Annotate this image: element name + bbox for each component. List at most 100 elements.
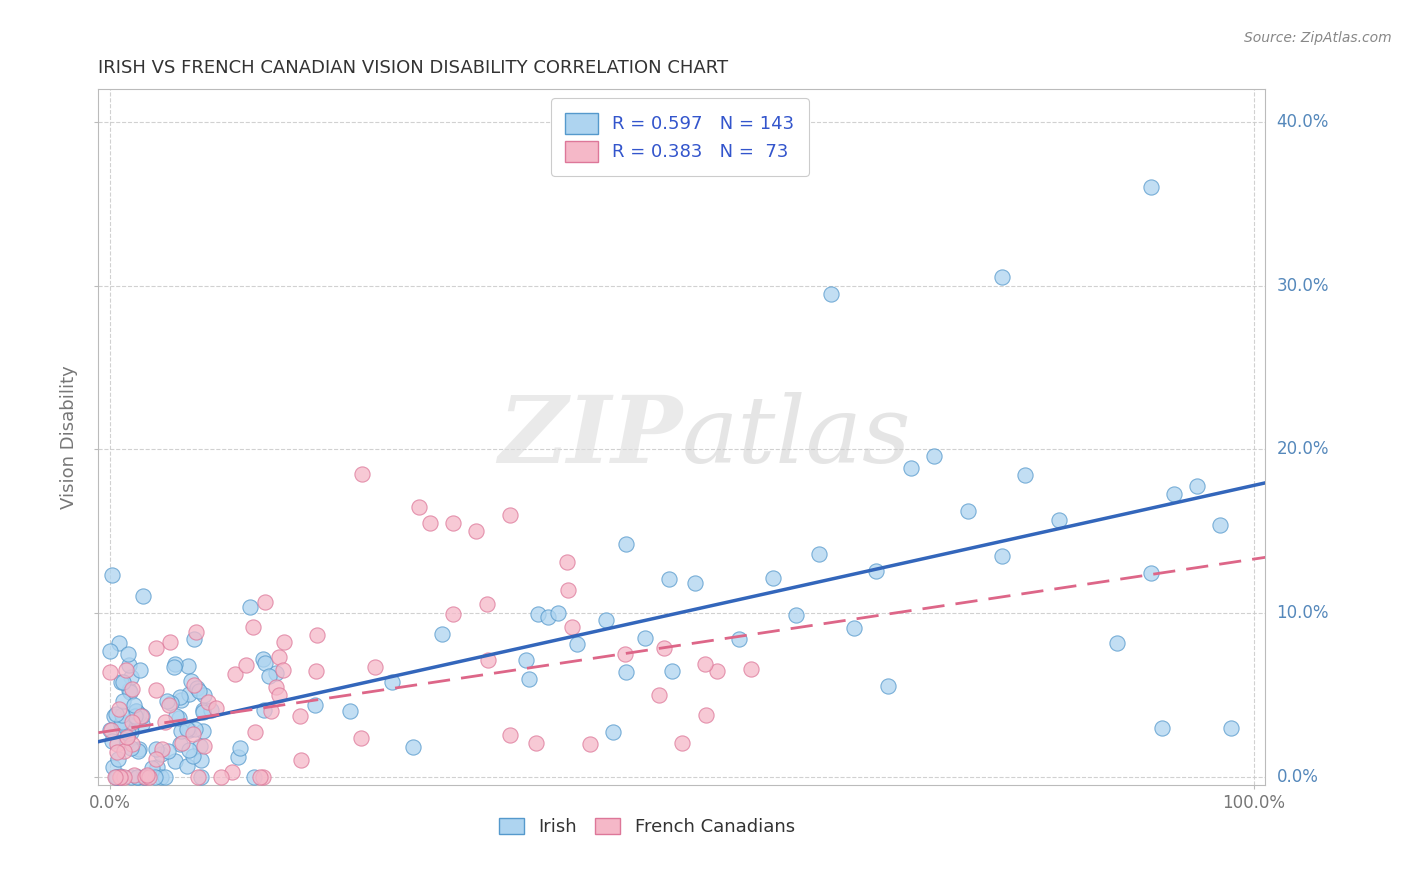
Point: [145, 752, 167, 766]
Point: [1014, 467, 1036, 482]
Point: [145, 682, 167, 697]
Point: [695, 708, 717, 723]
Text: 20.0%: 20.0%: [1277, 441, 1329, 458]
Point: [1208, 517, 1230, 532]
Point: [165, 708, 187, 723]
Text: 0.0%: 0.0%: [1277, 768, 1319, 786]
Point: [956, 504, 979, 518]
Point: [187, 770, 209, 784]
Point: [108, 770, 131, 784]
Text: ZIP: ZIP: [498, 392, 682, 482]
Point: [143, 770, 166, 784]
Point: [103, 709, 125, 723]
Point: [614, 665, 637, 679]
Point: [188, 684, 211, 698]
Point: [740, 661, 762, 675]
Point: [156, 693, 179, 707]
Point: [108, 770, 131, 784]
Point: [120, 770, 142, 784]
Point: [169, 737, 191, 751]
Point: [477, 653, 499, 667]
Point: [120, 740, 142, 755]
Point: [229, 740, 252, 755]
Point: [169, 690, 191, 704]
Point: [197, 695, 219, 709]
Point: [269, 650, 291, 665]
Point: [121, 681, 143, 696]
Point: [602, 724, 624, 739]
Point: [181, 726, 204, 740]
Point: [524, 736, 547, 750]
Text: Source: ZipAtlas.com: Source: ZipAtlas.com: [1244, 31, 1392, 45]
Point: [260, 704, 283, 718]
Point: [141, 761, 163, 775]
Point: [900, 461, 922, 475]
Point: [499, 728, 522, 742]
Point: [120, 670, 142, 684]
Point: [249, 770, 271, 784]
Point: [527, 607, 550, 621]
Point: [290, 708, 312, 723]
Text: IRISH VS FRENCH CANADIAN VISION DISABILITY CORRELATION CHART: IRISH VS FRENCH CANADIAN VISION DISABILI…: [98, 59, 728, 77]
Point: [111, 675, 134, 690]
Point: [105, 770, 128, 784]
Point: [224, 666, 246, 681]
Point: [1152, 721, 1174, 735]
Point: [264, 680, 287, 694]
Point: [128, 742, 150, 756]
Point: [183, 632, 205, 646]
Point: [132, 770, 155, 784]
Point: [595, 613, 617, 627]
Point: [685, 575, 707, 590]
Point: [101, 760, 124, 774]
Point: [112, 770, 135, 784]
Point: [108, 770, 131, 784]
Point: [304, 698, 326, 712]
Point: [117, 647, 139, 661]
Point: [876, 679, 898, 693]
Point: [127, 770, 149, 784]
Point: [107, 737, 129, 751]
Point: [112, 743, 135, 757]
Point: [253, 595, 276, 609]
Point: [118, 682, 141, 697]
Point: [118, 684, 141, 698]
Point: [264, 666, 287, 681]
Point: [257, 669, 280, 683]
Point: [122, 768, 145, 782]
Point: [179, 743, 201, 757]
Point: [179, 723, 201, 737]
Point: [122, 698, 145, 712]
Point: [150, 742, 173, 756]
Point: [339, 705, 361, 719]
Point: [922, 449, 945, 463]
Point: [149, 770, 172, 784]
Legend: Irish, French Canadians: Irish, French Canadians: [489, 809, 804, 846]
Point: [104, 770, 127, 784]
Point: [105, 745, 128, 759]
Point: [273, 635, 295, 649]
Point: [98, 644, 121, 658]
Point: [129, 663, 152, 677]
Point: [176, 759, 198, 773]
Point: [515, 653, 537, 667]
Point: [131, 709, 153, 723]
Point: [127, 770, 149, 784]
Point: [658, 573, 681, 587]
Point: [110, 675, 132, 690]
Point: [177, 658, 200, 673]
Point: [728, 632, 751, 647]
Point: [565, 637, 588, 651]
Point: [115, 663, 138, 677]
Point: [170, 692, 193, 706]
Point: [117, 730, 139, 744]
Point: [209, 770, 232, 784]
Point: [124, 704, 146, 718]
Point: [706, 665, 728, 679]
Point: [242, 620, 264, 634]
Point: [112, 694, 135, 708]
Point: [111, 722, 134, 736]
Point: [842, 621, 865, 635]
Point: [190, 753, 212, 767]
Point: [1185, 478, 1208, 492]
